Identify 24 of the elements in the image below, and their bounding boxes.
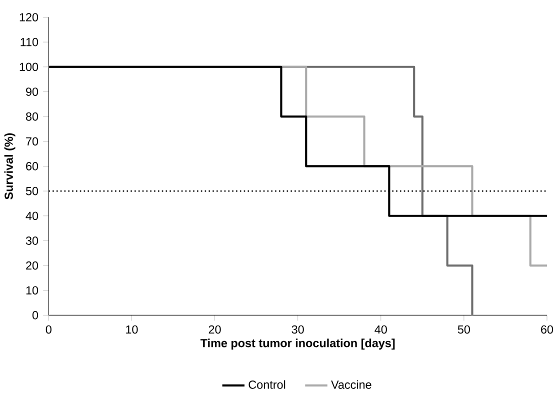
legend-label: Vaccine [331, 380, 372, 389]
y-tick-label: 20 [26, 261, 38, 270]
y-tick-label: 40 [26, 212, 38, 220]
x-tick-label: 40 [374, 325, 387, 334]
x-tick-label: 20 [208, 325, 221, 334]
y-tick-label: 60 [26, 162, 38, 170]
y-tick-label: 100 [20, 62, 38, 71]
y-tick-label: 90 [26, 87, 38, 96]
y-axis-title: Survival (%) [4, 133, 16, 200]
y-tick-label: 120 [20, 13, 38, 22]
y-tick-label: 70 [26, 137, 38, 146]
legend-label: Control [248, 380, 286, 389]
x-tick-label: 10 [126, 325, 138, 334]
x-tick-label: 60 [541, 325, 554, 334]
x-tick-label: 30 [292, 325, 304, 334]
y-tick-label: 30 [26, 236, 38, 245]
x-tick-label: 0 [46, 325, 52, 334]
x-tick-label: 50 [458, 325, 470, 334]
x-axis-title: Time post tumor inoculation [days] [200, 338, 395, 350]
y-tick-label: 0 [32, 310, 38, 320]
y-tick-label: 80 [26, 112, 38, 121]
y-tick-label: 10 [26, 286, 38, 294]
y-tick-label: 110 [20, 38, 38, 46]
y-tick-label: 50 [26, 186, 38, 196]
